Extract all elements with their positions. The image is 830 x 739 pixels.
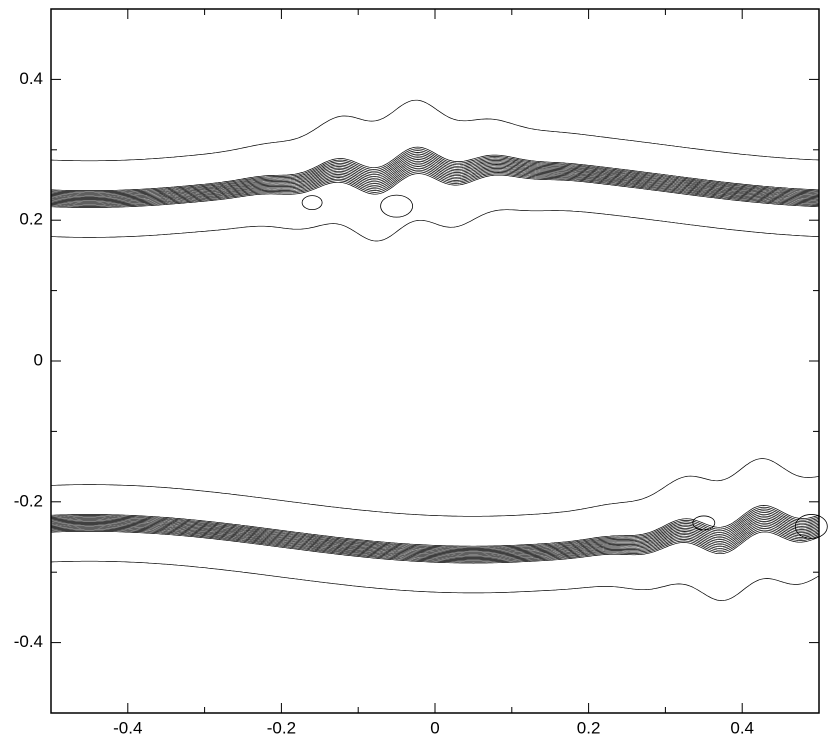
contour-line (51, 160, 820, 200)
y-tick-label: -0.4 (14, 632, 43, 651)
contour-line (51, 173, 820, 208)
contour-line (50, 506, 820, 548)
contour-blob (301, 195, 323, 211)
contour-line (50, 155, 820, 197)
contour-blob (692, 515, 716, 531)
contour-line (50, 166, 819, 204)
x-tick-label: -0.4 (113, 718, 142, 737)
contour-line (50, 526, 820, 561)
y-tick-label: 0 (34, 350, 43, 369)
contour-line (50, 522, 820, 558)
contour-line (51, 505, 820, 547)
contour-line (51, 524, 820, 559)
contour-line (50, 164, 820, 203)
contour-line (50, 171, 820, 207)
x-tick-label: 0 (430, 718, 439, 737)
contour-line (50, 169, 820, 206)
contour-line (50, 458, 820, 517)
contour-line (51, 153, 820, 196)
contour-line (50, 560, 820, 601)
contour-line (50, 162, 820, 202)
contour-line (51, 167, 820, 205)
contour-line (51, 510, 820, 550)
contour-line (51, 531, 820, 564)
contour-line (50, 159, 819, 199)
contour-line (50, 528, 820, 562)
y-tick-label: 0.2 (19, 210, 43, 229)
contour-line (51, 517, 820, 555)
contour-line (50, 150, 820, 194)
contour-line (51, 146, 820, 191)
contour-line (50, 513, 820, 553)
x-tick-label: 0.4 (730, 718, 754, 737)
contour-line (50, 157, 820, 198)
contour-blob (794, 514, 828, 539)
contour-line (50, 515, 820, 554)
contour-line (50, 529, 820, 563)
contour-line (50, 508, 820, 549)
contour-line (50, 99, 820, 162)
contour-line (50, 512, 820, 552)
contour-line (50, 519, 820, 556)
contour-blob (380, 194, 414, 218)
contour-line (50, 148, 820, 193)
x-tick-label: 0.2 (577, 718, 601, 737)
y-tick-label: -0.2 (14, 491, 43, 510)
contour-line (50, 209, 820, 242)
contour-line (50, 520, 820, 557)
x-tick-label: -0.2 (267, 718, 296, 737)
contour-line (50, 152, 819, 195)
plot-frame (50, 8, 820, 714)
y-tick-label: 0.4 (19, 69, 43, 88)
